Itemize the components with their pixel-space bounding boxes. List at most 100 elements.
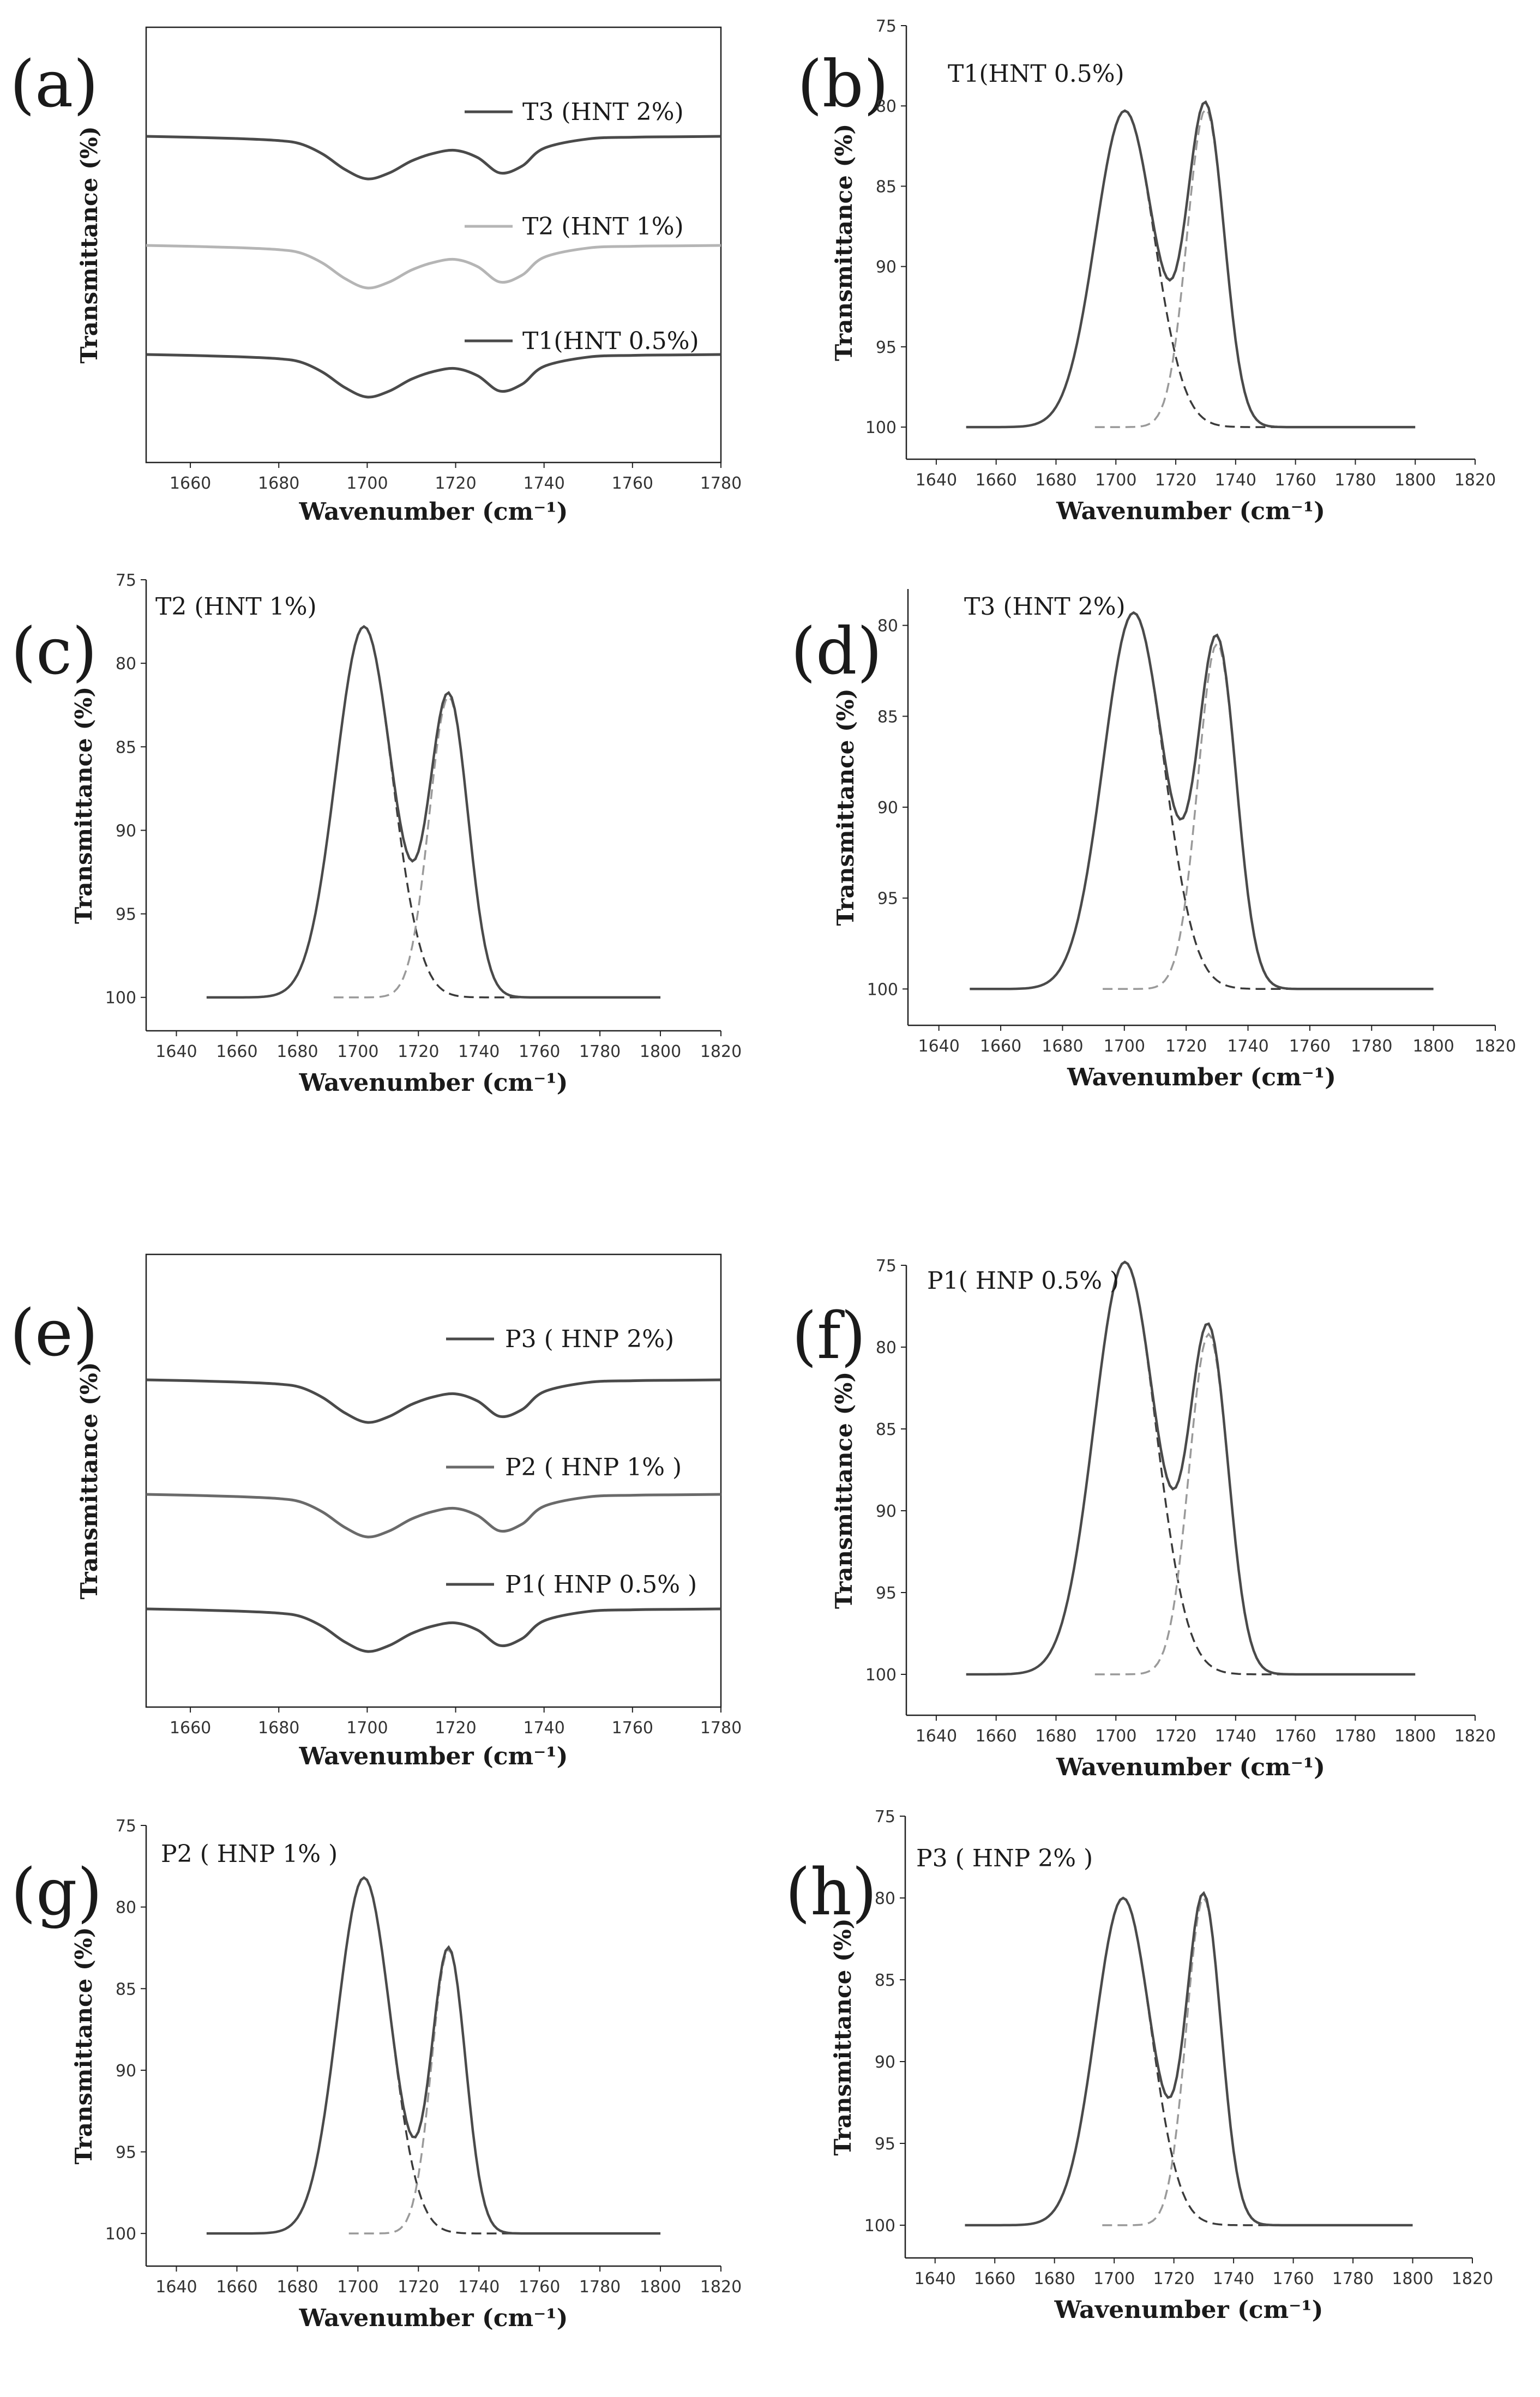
panel-letter: (f) — [792, 1298, 866, 1373]
x-tick-label: 1720 — [435, 474, 476, 493]
x-tick-label: 1660 — [170, 1719, 211, 1738]
panel-letter: (b) — [797, 46, 889, 122]
series-line-2 — [146, 1493, 721, 1539]
y-tick-label: 100 — [865, 418, 897, 437]
fitted-envelope — [966, 100, 1416, 429]
x-tick-label: 1740 — [1215, 1727, 1256, 1746]
x-tick-label: 1760 — [612, 1719, 653, 1738]
y-tick-label: 90 — [877, 798, 898, 818]
x-tick-label: 1700 — [346, 1719, 388, 1738]
x-tick-label: 1700 — [1104, 1037, 1145, 1056]
x-tick-label: 1820 — [700, 1042, 742, 1061]
x-axis-title: Wavenumber (cm⁻¹) — [299, 1743, 568, 1770]
x-tick-label: 1740 — [1213, 2269, 1254, 2288]
y-tick-label: 95 — [877, 890, 898, 909]
y-tick-label: 80 — [876, 1338, 897, 1357]
x-tick-label: 1780 — [1334, 471, 1376, 490]
x-tick-label: 1760 — [1274, 1727, 1316, 1746]
x-tick-label: 1760 — [1289, 1037, 1331, 1056]
panel-c: (c) 75 80 85 90 95 100 1640 1660 1680 1700 1720 1740… — [11, 571, 742, 1097]
x-tick-label: 1640 — [918, 1037, 960, 1056]
x-tick-label: 1800 — [1394, 1727, 1436, 1746]
y-tick-label: 85 — [876, 1420, 897, 1439]
y-tick-label: 100 — [865, 1666, 897, 1685]
y-tick-label: 95 — [876, 338, 897, 357]
series-label: T1(HNT 0.5%) — [948, 60, 1124, 88]
x-tick-label: 1720 — [435, 1719, 476, 1738]
x-tick-label: 1640 — [915, 2269, 956, 2288]
x-tick-label: 1740 — [524, 474, 565, 493]
legend-label: T2 (HNT 1%) — [522, 213, 684, 241]
y-tick-label: 90 — [876, 258, 897, 277]
series-line-3 — [146, 1607, 721, 1653]
y-tick-label: 75 — [876, 1257, 897, 1276]
x-tick-label: 1720 — [398, 2278, 439, 2297]
y-axis-title: Transmittance (%) — [70, 687, 97, 924]
plot-frame — [145, 26, 722, 464]
y-axis-title: Transmittance (%) — [829, 1918, 856, 2155]
x-tick-label: 1760 — [1272, 2269, 1314, 2288]
x-tick-label: 1660 — [980, 1037, 1021, 1056]
y-tick-label: 80 — [116, 654, 136, 674]
y-axis-title: Transmittance (%) — [76, 1362, 103, 1599]
series-label: P1( HNP 0.5% ) — [927, 1267, 1119, 1295]
y-tick-label: 95 — [116, 905, 136, 924]
x-tick-label: 1740 — [1215, 471, 1256, 490]
x-axis-title: Wavenumber (cm⁻¹) — [299, 1069, 568, 1097]
x-tick-label: 1660 — [216, 2278, 257, 2297]
component-peak-2 — [348, 1948, 549, 2234]
x-tick-label: 1680 — [258, 474, 299, 493]
y-axis-title: Transmittance (%) — [70, 1927, 97, 2164]
x-tick-label: 1820 — [1454, 471, 1496, 490]
panel-e: (e) 1660 1680 1700 1720 1740 1760 1780 P3 ( HNP … — [10, 1253, 742, 1770]
series-label: T3 (HNT 2%) — [964, 593, 1126, 621]
y-tick-label: 85 — [875, 1971, 895, 1990]
y-tick-label: 95 — [116, 2143, 136, 2162]
panel-letter: (e) — [10, 1295, 98, 1371]
x-tick-label: 1660 — [976, 471, 1017, 490]
y-tick-label: 75 — [876, 17, 897, 36]
x-tick-label: 1660 — [976, 1727, 1017, 1746]
component-peak-2 — [1094, 1332, 1322, 1675]
x-axis-title: Wavenumber (cm⁻¹) — [299, 498, 568, 526]
panel-b: (b) 75 80 85 90 95 100 1640 1660 1680 1700 1720 1740… — [797, 17, 1496, 525]
fitted-envelope — [206, 624, 661, 999]
x-tick-label: 1720 — [1155, 471, 1196, 490]
panel-letter: (a) — [10, 46, 98, 122]
plot-frame — [145, 1253, 722, 1708]
x-tick-label: 1780 — [579, 2278, 621, 2297]
legend-label: P3 ( HNP 2%) — [505, 1325, 674, 1353]
series-line-1 — [146, 135, 721, 181]
x-tick-label: 1640 — [916, 1727, 957, 1746]
x-tick-label: 1680 — [1035, 471, 1076, 490]
legend-label: T1(HNT 0.5%) — [522, 327, 699, 355]
x-tick-label: 1640 — [916, 471, 957, 490]
x-tick-label: 1680 — [1035, 1727, 1076, 1746]
x-tick-label: 1700 — [1093, 2269, 1135, 2288]
x-tick-label: 1800 — [1392, 2269, 1433, 2288]
x-tick-label: 1820 — [700, 2278, 742, 2297]
y-tick-label: 75 — [875, 1807, 895, 1827]
y-tick-label: 75 — [116, 1817, 136, 1836]
y-tick-label: 90 — [116, 2062, 136, 2081]
component-peak-2 — [1102, 1896, 1306, 2226]
series-line-3 — [146, 353, 721, 399]
y-tick-label: 100 — [105, 2225, 136, 2244]
y-tick-label: 80 — [877, 617, 898, 636]
x-tick-label: 1820 — [1454, 1727, 1496, 1746]
x-tick-label: 1780 — [1351, 1037, 1392, 1056]
x-axis-title: Wavenumber (cm⁻¹) — [1067, 1064, 1336, 1091]
x-tick-label: 1720 — [1153, 2269, 1194, 2288]
y-tick-label: 95 — [876, 1584, 897, 1603]
x-tick-label: 1720 — [1165, 1037, 1207, 1056]
x-tick-label: 1760 — [612, 474, 653, 493]
y-tick-label: 80 — [875, 1889, 895, 1908]
x-axis-title: Wavenumber (cm⁻¹) — [1054, 2296, 1324, 2324]
series-line-2 — [146, 244, 721, 290]
x-tick-label: 1760 — [519, 2278, 560, 2297]
y-tick-label: 90 — [116, 821, 136, 840]
component-peak-2 — [333, 695, 564, 999]
x-tick-label: 1660 — [216, 1042, 257, 1061]
x-tick-label: 1800 — [640, 2278, 681, 2297]
x-tick-label: 1740 — [458, 2278, 500, 2297]
